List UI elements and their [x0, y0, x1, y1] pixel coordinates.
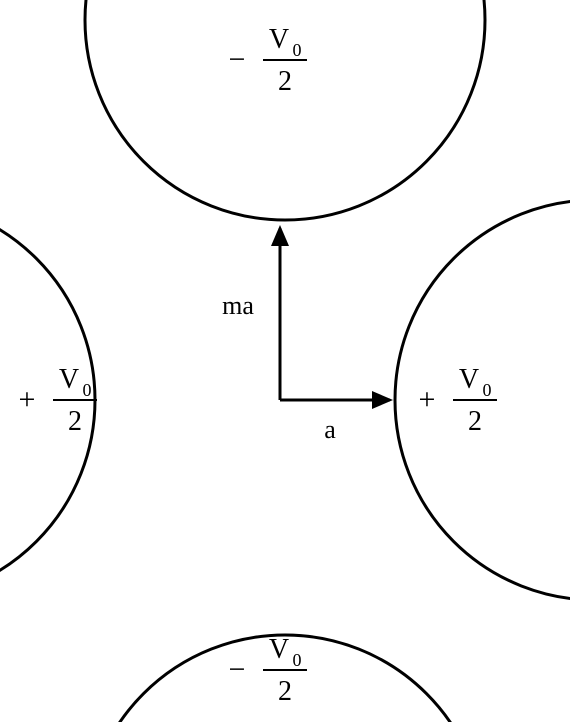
numerator-text: V: [59, 364, 79, 395]
denominator-text: 2: [468, 406, 482, 437]
label-right: + V02: [419, 364, 497, 437]
subscript-text: 0: [83, 380, 92, 400]
sign-text: +: [419, 383, 436, 416]
sign-text: −: [229, 653, 246, 686]
denominator-text: 2: [278, 66, 292, 97]
numerator-text: V: [269, 24, 289, 55]
denominator-text: 2: [278, 676, 292, 707]
axis-ma-label: ma: [222, 291, 254, 320]
axis-a-label: a: [324, 415, 336, 444]
subscript-text: 0: [293, 40, 302, 60]
sign-text: −: [229, 43, 246, 76]
label-bottom: −V02: [229, 634, 307, 707]
numerator-text: V: [459, 364, 479, 395]
label-left: + V02: [19, 364, 97, 437]
subscript-text: 0: [293, 650, 302, 670]
denominator-text: 2: [68, 406, 82, 437]
label-top: −V02: [229, 24, 307, 97]
subscript-text: 0: [483, 380, 492, 400]
sign-text: +: [19, 383, 36, 416]
numerator-text: V: [269, 634, 289, 665]
